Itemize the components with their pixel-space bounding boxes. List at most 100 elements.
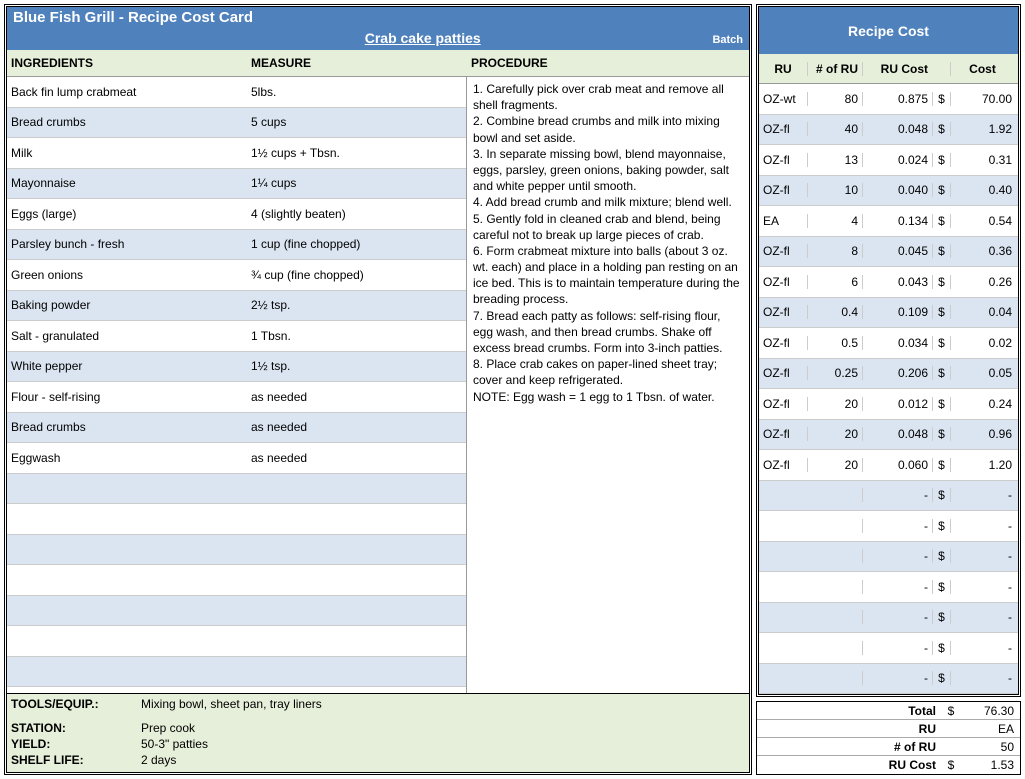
- ingredient-row: Eggs (large)4 (slightly beaten): [7, 199, 466, 230]
- ingredient-measure: 1½ tsp.: [247, 359, 466, 373]
- num-ru-value: 13: [807, 153, 862, 167]
- ru-value: OZ-wt: [759, 92, 807, 106]
- cost-value: -: [950, 610, 1018, 624]
- ru-cost-value: -: [862, 671, 932, 685]
- currency-symbol: $: [932, 641, 950, 655]
- ingredient-row: Back fin lump crabmeat5lbs.: [7, 77, 466, 108]
- procedure-line: 3. In separate missing bowl, blend mayon…: [473, 146, 743, 195]
- cost-row: OZ-fl60.043$0.26: [759, 267, 1018, 298]
- cost-value: 0.05: [950, 366, 1018, 380]
- cost-value: 0.54: [950, 214, 1018, 228]
- ingredient-row: [7, 626, 466, 657]
- num-ru-value: 0.25: [807, 366, 862, 380]
- ingredient-measure: ¾ cup (fine chopped): [247, 268, 466, 282]
- cost-row: OZ-fl200.060$1.20: [759, 450, 1018, 481]
- ru-cost-value: 0.875: [862, 92, 932, 106]
- ru-value: OZ-fl: [759, 427, 807, 441]
- cost-value: -: [950, 488, 1018, 502]
- ru-value: OZ-fl: [759, 305, 807, 319]
- cost-row: OZ-fl0.250.206$0.05: [759, 359, 1018, 390]
- ingredient-row: Milk1½ cups + Tbsn.: [7, 138, 466, 169]
- total-label: Total: [757, 704, 942, 718]
- ingredient-row: [7, 565, 466, 596]
- ingredient-row: Salt - granulated1 Tbsn.: [7, 321, 466, 352]
- ingredient-measure: 4 (slightly beaten): [247, 207, 466, 221]
- procedure-column: 1. Carefully pick over crab meat and rem…: [467, 77, 749, 693]
- ingredients-column: Back fin lump crabmeat5lbs.Bread crumbs5…: [7, 77, 467, 693]
- tools-value: Mixing bowl, sheet pan, tray liners: [141, 696, 745, 712]
- ingredient-name: Bread crumbs: [7, 115, 247, 129]
- currency-symbol: $: [932, 305, 950, 319]
- col-num-ru: # of RU: [807, 62, 862, 76]
- ingredient-row: Bread crumbs5 cups: [7, 108, 466, 139]
- ingredient-name: Baking powder: [7, 298, 247, 312]
- ru-cost-value: 0.012: [862, 397, 932, 411]
- ru-cost-value: -: [862, 488, 932, 502]
- cost-value: -: [950, 641, 1018, 655]
- total-currency: $: [942, 704, 960, 718]
- ru-cost-value: 0.134: [862, 214, 932, 228]
- ingredient-name: Eggs (large): [7, 207, 247, 221]
- col-ingredients: INGREDIENTS: [7, 50, 247, 76]
- ru-cost-value: 0.043: [862, 275, 932, 289]
- column-headers: INGREDIENTS MEASURE PROCEDURE: [7, 50, 749, 77]
- col-ru: RU: [759, 62, 807, 76]
- ru-value: OZ-fl: [759, 244, 807, 258]
- num-ru-value: 20: [807, 458, 862, 472]
- ingredient-name: Back fin lump crabmeat: [7, 85, 247, 99]
- ingredient-name: Mayonnaise: [7, 176, 247, 190]
- currency-symbol: $: [932, 244, 950, 258]
- recipe-card-panel: Blue Fish Grill - Recipe Cost Card Crab …: [4, 4, 752, 775]
- col-ru-cost: RU Cost: [862, 62, 932, 76]
- ru-cost-value: -: [862, 580, 932, 594]
- ru-value: OZ-fl: [759, 336, 807, 350]
- num-ru-value: 0.5: [807, 336, 862, 350]
- card-header: Blue Fish Grill - Recipe Cost Card Crab …: [7, 7, 749, 50]
- cost-row: OZ-fl200.012$0.24: [759, 389, 1018, 420]
- yield-label: YIELD:: [11, 736, 141, 752]
- total-value: 50: [960, 740, 1020, 754]
- shelf-value: 2 days: [141, 752, 745, 768]
- ingredient-row: Parsley bunch - fresh1 cup (fine chopped…: [7, 230, 466, 261]
- station-value: Prep cook: [141, 720, 745, 736]
- cost-row: -$-: [759, 603, 1018, 634]
- currency-symbol: $: [932, 580, 950, 594]
- col-cost: Cost: [950, 62, 1018, 76]
- cost-row: OZ-wt800.875$70.00: [759, 84, 1018, 115]
- cost-value: 1.92: [950, 122, 1018, 136]
- total-row: Total$76.30: [757, 702, 1020, 720]
- cost-row: -$-: [759, 664, 1018, 695]
- procedure-line: 1. Carefully pick over crab meat and rem…: [473, 81, 743, 113]
- cost-row: OZ-fl80.045$0.36: [759, 237, 1018, 268]
- num-ru-value: 4: [807, 214, 862, 228]
- total-value: 76.30: [960, 704, 1020, 718]
- ru-value: EA: [759, 214, 807, 228]
- ru-cost-value: 0.048: [862, 427, 932, 441]
- ingredient-measure: as needed: [247, 420, 466, 434]
- currency-symbol: $: [932, 549, 950, 563]
- cost-value: -: [950, 671, 1018, 685]
- cost-row: OZ-fl0.50.034$0.02: [759, 328, 1018, 359]
- cost-row: OZ-fl200.048$0.96: [759, 420, 1018, 451]
- ingredient-row: [7, 504, 466, 535]
- cost-value: 1.20: [950, 458, 1018, 472]
- procedure-line: 5. Gently fold in cleaned crab and blend…: [473, 211, 743, 243]
- ingredient-measure: 1¼ cups: [247, 176, 466, 190]
- currency-symbol: $: [932, 122, 950, 136]
- ru-cost-value: 0.045: [862, 244, 932, 258]
- cost-value: 70.00: [950, 92, 1018, 106]
- currency-symbol: $: [932, 427, 950, 441]
- ru-cost-value: 0.060: [862, 458, 932, 472]
- recipe-name: Crab cake patties: [133, 30, 712, 46]
- cost-value: 0.96: [950, 427, 1018, 441]
- cost-value: 0.26: [950, 275, 1018, 289]
- cost-row: OZ-fl400.048$1.92: [759, 115, 1018, 146]
- ingredient-row: [7, 657, 466, 688]
- total-label: RU Cost: [757, 758, 942, 772]
- ingredient-name: Bread crumbs: [7, 420, 247, 434]
- shelf-label: SHELF LIFE:: [11, 752, 141, 768]
- ingredient-row: [7, 596, 466, 627]
- cost-value: 0.36: [950, 244, 1018, 258]
- num-ru-value: 10: [807, 183, 862, 197]
- num-ru-value: 0.4: [807, 305, 862, 319]
